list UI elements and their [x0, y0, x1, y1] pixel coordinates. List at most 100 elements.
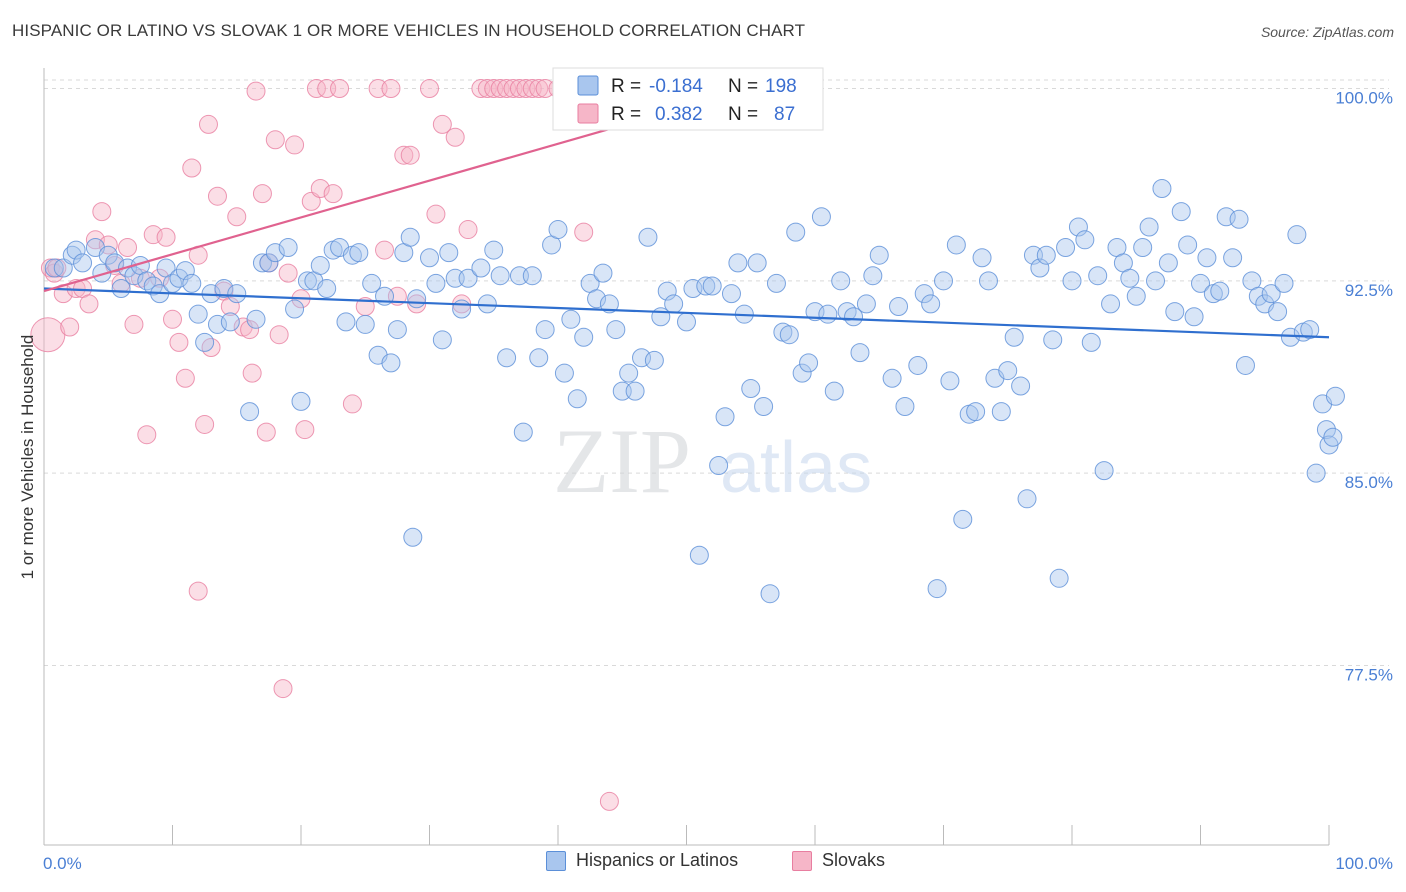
bottom-legend-swatch-pink [792, 850, 812, 871]
hispanic-point-118 [844, 307, 864, 327]
hispanic-point-123 [882, 368, 902, 388]
hispanic-trend-line [43, 287, 1330, 339]
hispanic-point-122 [869, 245, 889, 265]
hispanic-point-31 [259, 253, 279, 273]
hispanic-point-4 [73, 253, 93, 273]
hispanic-point-190 [1316, 420, 1336, 440]
hispanic-point-113 [811, 207, 831, 227]
hispanic-point-119 [850, 343, 870, 363]
slovak-point-64 [432, 114, 452, 134]
hispanic-point-95 [696, 276, 716, 296]
hispanic-point-140 [998, 361, 1018, 381]
slovak-point-67 [458, 220, 478, 240]
slovak-point-8 [79, 294, 99, 314]
hispanic-point-125 [895, 396, 915, 416]
hispanic-point-91 [664, 294, 684, 314]
tick-labels: 100.0% 92.5% 85.0% 77.5% 0.0% 100.0% [43, 89, 1393, 873]
hispanic-point-152 [1075, 230, 1095, 250]
slovak-point-26 [195, 414, 215, 434]
slovak-point-24 [182, 158, 202, 178]
axes [43, 68, 1330, 846]
slovak-point-59 [394, 145, 414, 165]
slovak-point-23 [175, 368, 195, 388]
slovak-point-60 [400, 145, 420, 165]
hispanic-point-88 [644, 350, 664, 370]
hispanic-point-58 [439, 243, 459, 263]
slovak-point-28 [201, 338, 221, 358]
hispanic-point-74 [554, 363, 574, 383]
slovak-point-52 [330, 79, 350, 99]
hispanic-point-52 [400, 227, 420, 247]
slovak-point-63 [426, 204, 446, 224]
watermark: ZIP atlas [553, 410, 872, 512]
hispanic-point-11 [124, 266, 144, 286]
hispanic-point-84 [619, 363, 639, 383]
hispanics-points [44, 179, 1345, 604]
slovak-point-36 [246, 81, 266, 101]
legend-r-label-1: R = [611, 76, 641, 97]
hispanic-point-187 [1300, 320, 1320, 340]
legend-swatch-blue [577, 75, 599, 96]
slovak-point-88 [188, 581, 208, 601]
hispanic-point-133 [953, 509, 973, 529]
legend-r-label-2: R = [611, 104, 641, 125]
hispanic-point-71 [535, 320, 555, 340]
slovak-point-20 [156, 227, 176, 247]
hispanic-point-33 [278, 238, 298, 258]
slovak-point-10 [92, 202, 112, 222]
hispanic-point-26 [220, 312, 240, 332]
hispanic-point-177 [1235, 355, 1255, 375]
hispanic-point-55 [420, 248, 439, 268]
hispanic-point-155 [1094, 461, 1114, 481]
hispanic-point-142 [1011, 376, 1031, 396]
hispanic-point-161 [1133, 238, 1153, 258]
hispanic-point-92 [677, 312, 696, 332]
legend-r-value-1: -0.184 [649, 76, 703, 97]
hispanic-point-130 [934, 271, 953, 291]
legend-r-value-2: 0.382 [655, 104, 703, 125]
hispanic-point-54 [407, 289, 427, 309]
hispanic-point-149 [1056, 238, 1076, 258]
hispanic-point-49 [381, 353, 401, 373]
slovak-point-56 [375, 240, 395, 260]
hispanic-point-36 [297, 271, 317, 291]
slovak-point-34 [240, 320, 260, 340]
slovak-point-21 [163, 309, 182, 329]
hispanic-point-29 [246, 309, 266, 329]
hispanic-point-126 [908, 355, 928, 375]
hispanic-point-81 [599, 294, 619, 314]
hispanic-point-6 [92, 263, 112, 283]
hispanic-point-27 [227, 284, 247, 304]
hispanic-point-38 [310, 255, 330, 275]
slovak-point-57 [381, 79, 401, 99]
hispanic-point-163 [1146, 271, 1166, 291]
slovak-point-77 [529, 79, 549, 99]
slovak-point-37 [252, 184, 272, 204]
hispanic-point-87 [638, 227, 658, 247]
hispanic-point-162 [1139, 217, 1159, 237]
hispanic-point-80 [593, 263, 613, 283]
hispanic-point-18 [169, 268, 189, 288]
slovak-point-32 [227, 207, 247, 227]
slovak-point-5 [60, 317, 80, 337]
hispanic-point-65 [490, 266, 510, 286]
hispanic-point-105 [760, 584, 780, 604]
hispanic-point-99 [721, 284, 741, 304]
hispanic-point-20 [182, 273, 202, 293]
hispanic-point-42 [336, 312, 356, 332]
x-tick-label-1: 100.0% [1335, 854, 1393, 873]
hispanic-point-34 [285, 299, 305, 319]
hispanic-point-53 [403, 527, 423, 547]
source-credit: Source: ZipAtlas.com [1260, 24, 1394, 40]
hispanic-point-137 [978, 271, 998, 291]
hispanic-point-115 [824, 381, 844, 401]
hispanic-point-21 [188, 304, 208, 324]
hispanic-point-114 [818, 304, 838, 324]
legend-n-value-2: 87 [774, 104, 795, 125]
hispanic-point-109 [786, 222, 806, 242]
hispanic-point-68 [513, 422, 533, 442]
slovak-point-53 [342, 394, 362, 414]
hispanic-point-82 [606, 320, 626, 340]
hispanic-point-124 [889, 296, 909, 316]
